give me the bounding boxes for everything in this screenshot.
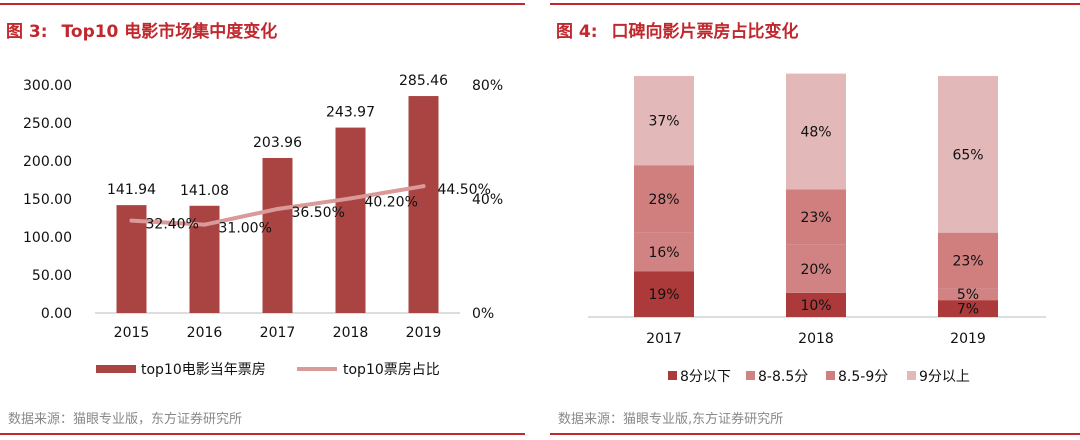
segment-2018-3 (786, 189, 846, 245)
segment-2019-3 (938, 232, 998, 289)
chart-panel-reputation-share: 图 4: 口碑向影片票房占比变化 19% 16% 28% 37% 2017 10% 20% 23… (550, 0, 1080, 440)
figure-number: 图 3: (6, 22, 48, 42)
bottom-divider (550, 433, 1080, 435)
share-value-label: 40.20% (365, 194, 418, 210)
segment-2019-4 (938, 76, 998, 233)
segment-value-label: 23% (952, 253, 983, 269)
bar-2018 (335, 127, 366, 314)
segment-2017-4 (634, 76, 694, 166)
bar-2017 (262, 157, 293, 313)
segment-2019-2 (938, 288, 998, 301)
segment-value-label: 7% (957, 302, 979, 318)
bar-value-label: 285.46 (399, 73, 448, 89)
segment-value-label: 16% (648, 245, 679, 261)
segment-value-label: 19% (648, 287, 679, 303)
y-tick-label: 100.00 (23, 230, 72, 246)
legend-swatch (668, 371, 677, 380)
bar-value-label: 243.97 (326, 105, 375, 121)
legend-swatch-bar (96, 365, 136, 373)
x-tick-label: 2017 (260, 325, 296, 341)
segment-2019-1 (938, 300, 998, 317)
segment-value-label: 65% (952, 147, 983, 163)
share-line-point (129, 218, 134, 223)
y2-tick-label: 80% (472, 78, 503, 94)
bar-value-label: 141.94 (107, 182, 156, 198)
top-divider (550, 3, 1080, 5)
segment-2018-1 (786, 292, 846, 317)
y-tick-label: 0.00 (41, 306, 72, 322)
legend-label: 8-8.5分 (758, 369, 808, 385)
y-tick-label: 150.00 (23, 192, 72, 208)
share-line-point (202, 222, 207, 227)
share-line-point (275, 206, 280, 211)
segment-2017-1 (634, 271, 694, 317)
legend-label: 8.5-9分 (838, 369, 888, 385)
legend-label: top10票房占比 (343, 362, 440, 378)
share-value-label: 36.50% (292, 205, 345, 221)
segment-2017-3 (634, 165, 694, 233)
x-tick-label: 2019 (406, 325, 442, 341)
segment-2018-4 (786, 73, 846, 190)
segment-value-label: 48% (800, 124, 831, 140)
share-value-label: 44.50% (438, 182, 491, 198)
segment-value-label: 5% (957, 287, 979, 303)
segment-value-label: 10% (800, 298, 831, 314)
x-tick-label: 2018 (798, 331, 834, 347)
x-tick-label: 2015 (114, 325, 150, 341)
figure-title: 图 3: Top10 电影市场集中度变化 (6, 17, 277, 42)
data-source: 数据来源：猫眼专业版,东方证券研究所 (558, 412, 784, 427)
legend-swatch (907, 371, 916, 380)
segment-value-label: 20% (800, 262, 831, 278)
figure-title-text: Top10 电影市场集中度变化 (61, 22, 278, 42)
reputation-stacked-chart: 19% 16% 28% 37% 2017 10% 20% 23% 48% 2018 7%5% 23% 6… (588, 73, 1046, 385)
figure-title-text: 口碑向影片票房占比变化 (611, 22, 799, 42)
share-value-label: 31.00% (219, 221, 272, 237)
y-tick-label: 50.00 (32, 268, 72, 284)
concentration-chart: 0.00 50.00 100.00 150.00 200.00 250.00 300.00 0… (23, 73, 503, 378)
share-line-point (348, 196, 353, 201)
y-tick-label: 200.00 (23, 154, 72, 170)
segment-value-label: 37% (648, 114, 679, 130)
legend-label: 8分以下 (680, 369, 731, 385)
y-tick-label: 250.00 (23, 116, 72, 132)
legend-swatch (826, 371, 835, 380)
segment-value-label: 23% (800, 210, 831, 226)
segment-2018-2 (786, 244, 846, 293)
x-tick-label: 2016 (187, 325, 223, 341)
figure-number: 图 4: (556, 22, 598, 42)
segment-value-label: 28% (648, 192, 679, 208)
share-value-label: 32.40% (146, 217, 199, 233)
bar-value-label: 141.08 (180, 183, 229, 199)
figure-title: 图 4: 口碑向影片票房占比变化 (556, 17, 799, 42)
share-line-point (421, 184, 426, 189)
legend-swatch (746, 371, 755, 380)
bar-2019 (408, 96, 439, 313)
y2-tick-label: 40% (472, 192, 503, 208)
legend-label: 9分以上 (919, 369, 970, 385)
legend-label: top10电影当年票房 (141, 362, 266, 378)
bar-value-label: 203.96 (253, 135, 302, 151)
segment-2017-2 (634, 232, 694, 272)
bottom-divider (0, 433, 525, 435)
top-divider (0, 3, 525, 5)
y2-tick-label: 0% (472, 306, 494, 322)
x-tick-label: 2019 (950, 331, 986, 347)
data-source: 数据来源：猫眼专业版，东方证券研究所 (8, 412, 243, 427)
y-tick-label: 300.00 (23, 78, 72, 94)
x-tick-label: 2017 (646, 331, 682, 347)
chart-panel-market-concentration: 图 3: Top10 电影市场集中度变化 0.00 50.00 100.00 150.0… (0, 0, 525, 440)
x-tick-label: 2018 (333, 325, 369, 341)
